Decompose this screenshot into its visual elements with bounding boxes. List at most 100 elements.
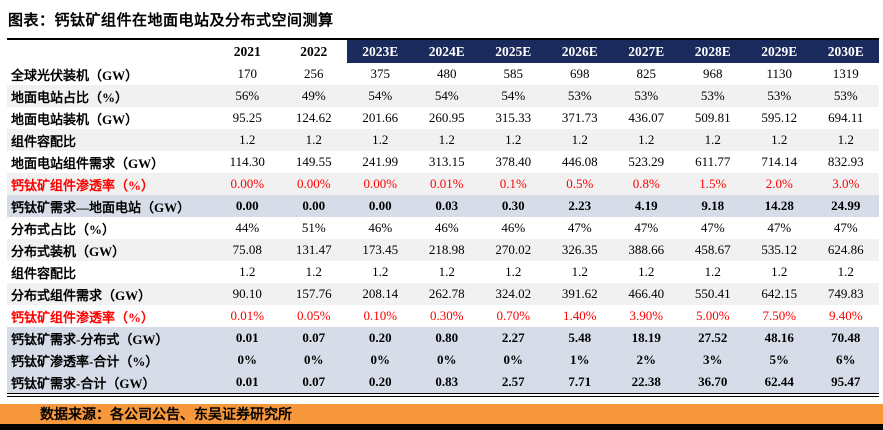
column-header-2024E: 2024E [413,39,480,63]
table-cell: 1.2 [837,264,854,279]
table-cell: 1.2 [239,132,256,147]
table-cell: 1% [570,352,590,367]
table-cell: 1.2 [638,132,655,147]
table-cell: 53% [634,88,659,103]
table-cell: 1.2 [372,264,389,279]
table-cell: 1.2 [372,132,389,147]
column-header-2022: 2022 [300,43,328,59]
table-cell: 0.00 [235,198,259,213]
table-cell: 585 [503,66,524,81]
table-cell: 7.71 [546,371,613,397]
table-cell: 313.15 [428,154,465,169]
table-cell: 0.00% [230,176,265,191]
row-label: 钙钛矿渗透率-合计（%） [11,353,159,369]
table-cell: 523.29 [628,154,665,169]
table-cell: 56% [235,88,260,103]
table-cell: 0.5% [566,176,594,191]
table-cell: 157.76 [295,286,332,301]
table-cell: 18.19 [631,330,661,345]
column-header-2023E: 2023E [347,39,414,63]
table-cell: 47% [833,220,858,235]
table-cell: 0.03 [435,198,459,213]
table-row: 分布式装机（GW） 75.08 131.47 173.45 218.98 270.02 32… [7,239,879,261]
table-cell: 968 [703,66,723,81]
table-cell: 480 [437,66,457,81]
table-cell: 0.00% [296,176,331,191]
table-cell: 714.14 [761,154,798,169]
table-cell: 1.2 [704,264,721,279]
row-label: 钙钛矿需求—地面电站（GW） [11,199,191,215]
table-row: 地面电站组件需求（GW） 114.30 149.55 241.99 313.15 378.… [7,151,879,173]
table-cell: 0.00 [302,198,326,213]
table-cell: 1.2 [571,132,588,147]
table-cell: 2.23 [568,198,592,213]
column-header-2021: 2021 [233,43,261,59]
table-cell: 9.40% [828,308,863,323]
column-header-2025E: 2025E [480,39,547,63]
table-cell: 0.30% [429,308,464,323]
row-label-column-header [7,39,214,63]
table-row: 钙钛矿需求—地面电站（GW） 0.00 0.00 0.00 0.03 0.30 2.23 4.… [7,195,879,217]
table-cell: 1.5% [699,176,727,191]
table-cell: 170 [237,66,258,81]
table-cell: 0.01 [214,371,281,397]
table-cell: 256 [304,66,324,81]
table-cell: 1.2 [771,132,788,147]
table-cell: 5% [769,352,790,367]
table-row: 分布式组件需求（GW） 90.10 157.76 208.14 262.78 324.02… [7,283,879,305]
space-calculation-table: 2021 2022 2023E 2024E 2025E 2026E 2027E 2028E 20… [7,38,879,397]
table-cell: 1.2 [505,132,522,147]
table-cell: 595.12 [761,110,798,125]
table-cell: 315.33 [495,110,532,125]
table-cell: 24.99 [831,198,861,213]
table-cell: 95.47 [812,371,879,397]
table-cell: 458.67 [694,242,731,257]
table-cell: 46% [368,220,393,235]
table-cell: 0% [503,352,524,367]
table-cell: 5.00% [695,308,730,323]
table-cell: 0.10% [363,308,398,323]
table-row: 地面电站占比（%） 56% 49% 54% 54% 54% 53% 53% 53% 53% 53% [7,85,879,107]
row-label: 分布式组件需求（GW） [11,287,152,303]
table-cell: 5.48 [568,330,592,345]
table-cell: 44% [235,220,260,235]
table-cell: 624.86 [827,242,864,257]
table-cell: 173.45 [362,242,399,257]
column-header-2030E: 2030E [812,39,879,63]
table-cell: 54% [501,88,526,103]
table-cell: 378.40 [495,154,532,169]
table-cell: 114.30 [229,154,265,169]
table-cell: 1.2 [239,264,256,279]
table-cell: 0.01 [235,330,259,345]
row-label: 地面电站占比（%） [11,89,129,105]
row-label: 全球光伏装机（GW） [11,67,139,83]
table-cell: 36.70 [679,371,746,397]
table-row: 组件容配比 1.2 1.2 1.2 1.2 1.2 1.2 1.2 1.2 1.2 1.2 [7,261,879,283]
table-cell: 218.98 [428,242,465,257]
table-cell: 1.2 [771,264,788,279]
table-cell: 241.99 [362,154,399,169]
table-cell: 0% [237,352,258,367]
table-cell: 1130 [766,66,793,81]
table-cell: 0.20 [347,371,414,397]
table-row: 钙钛矿渗透率-合计（%） 0% 0% 0% 0% 0% 1% 2% 3% 5% 6% [7,349,879,371]
table-cell: 694.11 [828,110,864,125]
table-cell: 208.14 [362,286,399,301]
table-cell: 326.35 [561,242,598,257]
table-cell: 27.52 [698,330,728,345]
table-cell: 0.07 [302,330,326,345]
row-label: 钙钛矿需求-分布式（GW） [11,331,169,347]
table-cell: 7.50% [762,308,797,323]
table-cell: 642.15 [761,286,798,301]
row-label: 组件容配比 [11,265,77,281]
table-cell: 1.2 [704,132,721,147]
table-cell: 124.62 [295,110,332,125]
table-cell: 70.48 [831,330,861,345]
table-cell: 46% [501,220,526,235]
table-cell: 53% [700,88,725,103]
table-cell: 54% [368,88,393,103]
table-cell: 0.00 [368,198,392,213]
row-label: 钙钛矿需求-合计（GW） [7,371,214,397]
table-cell: 53% [767,88,792,103]
table-cell: 3.90% [629,308,664,323]
